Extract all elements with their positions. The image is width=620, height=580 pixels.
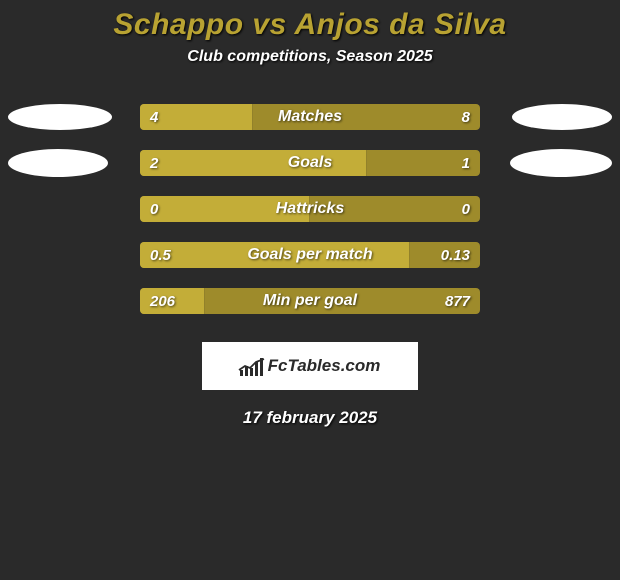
stat-row: 2Goals1 <box>0 140 620 186</box>
date-label: 17 february 2025 <box>0 408 620 428</box>
player-avatar-left <box>8 149 108 177</box>
stat-value-right: 877 <box>445 288 470 314</box>
stat-bar: 2Goals1 <box>140 150 480 176</box>
stat-bar: 0.5Goals per match0.13 <box>140 242 480 268</box>
stat-row: 4Matches8 <box>0 94 620 140</box>
stat-row: 0Hattricks0 <box>0 186 620 232</box>
stat-bar: 0Hattricks0 <box>140 196 480 222</box>
brand-text: FcTables.com <box>268 356 381 376</box>
stat-label: Goals per match <box>140 242 480 268</box>
stat-value-right: 8 <box>462 104 470 130</box>
subtitle: Club competitions, Season 2025 <box>0 48 620 94</box>
stat-value-right: 1 <box>462 150 470 176</box>
stat-label: Min per goal <box>140 288 480 314</box>
stat-row: 0.5Goals per match0.13 <box>0 232 620 278</box>
page-title: Schappo vs Anjos da Silva <box>0 0 620 48</box>
comparison-card: Schappo vs Anjos da Silva Club competiti… <box>0 0 620 428</box>
stat-label: Goals <box>140 150 480 176</box>
stat-label: Hattricks <box>140 196 480 222</box>
stat-bar: 4Matches8 <box>140 104 480 130</box>
player-avatar-right <box>512 104 612 130</box>
stats-area: 4Matches8 2Goals1 0Hattricks0 0.5Goals per … <box>0 94 620 324</box>
stat-label: Matches <box>140 104 480 130</box>
brand-badge[interactable]: FcTables.com <box>202 342 418 390</box>
player-avatar-left <box>8 104 112 130</box>
stat-row: 206Min per goal877 <box>0 278 620 324</box>
player-avatar-right <box>510 149 612 177</box>
stat-value-right: 0 <box>462 196 470 222</box>
stat-value-right: 0.13 <box>441 242 470 268</box>
stat-bar: 206Min per goal877 <box>140 288 480 314</box>
brand-chart-icon <box>240 356 264 376</box>
